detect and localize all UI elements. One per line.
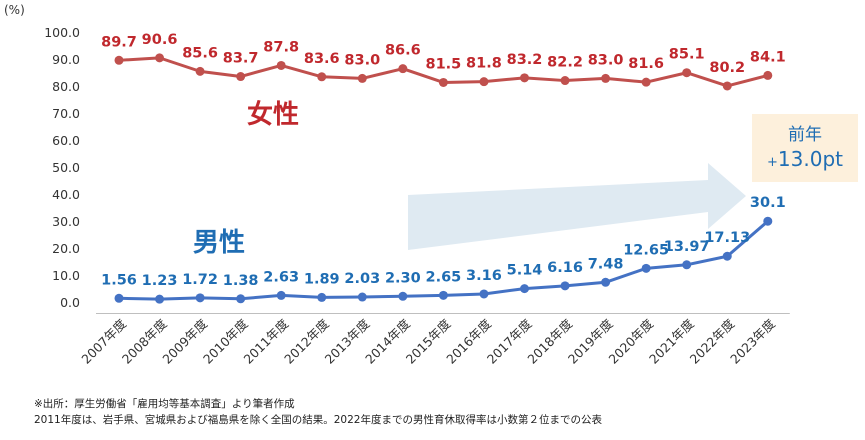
men-data-point bbox=[601, 277, 611, 287]
women-data-label: 81.8 bbox=[466, 56, 502, 72]
y-tick-label: 30.0 bbox=[52, 214, 80, 229]
men-data-label: 17.13 bbox=[704, 230, 750, 246]
women-data-point bbox=[601, 73, 611, 83]
women-data-point bbox=[520, 73, 529, 83]
women-data-label: 83.2 bbox=[507, 52, 543, 68]
callout-value: +13.0pt bbox=[752, 147, 858, 171]
y-tick-label: 20.0 bbox=[52, 241, 80, 256]
men-data-point bbox=[682, 260, 692, 270]
women-data-point bbox=[276, 60, 286, 70]
men-data-point bbox=[722, 251, 732, 261]
women-data-label: 83.6 bbox=[304, 51, 340, 67]
y-tick-label: 40.0 bbox=[52, 187, 80, 202]
women-data-point bbox=[155, 53, 165, 63]
men-data-point bbox=[560, 281, 570, 291]
women-data-label: 85.1 bbox=[669, 47, 705, 63]
women-data-point bbox=[641, 77, 651, 87]
men-data-label: 1.23 bbox=[142, 273, 178, 289]
men-data-point bbox=[641, 263, 651, 273]
men-data-label: 1.56 bbox=[101, 272, 137, 288]
women-data-label: 83.7 bbox=[223, 51, 259, 67]
women-data-point bbox=[357, 73, 367, 83]
change-callout: 前年 +13.0pt bbox=[752, 114, 858, 182]
women-data-label: 90.6 bbox=[142, 32, 178, 48]
women-data-point bbox=[479, 77, 489, 87]
callout-title: 前年 bbox=[788, 125, 822, 145]
women-data-point bbox=[438, 77, 448, 87]
men-data-label: 2.30 bbox=[385, 270, 421, 286]
women-data-point bbox=[560, 76, 570, 86]
men-data-label: 12.65 bbox=[623, 242, 669, 258]
y-tick-label: 90.0 bbox=[52, 52, 80, 67]
men-data-point bbox=[236, 294, 246, 304]
x-tick-label: 2023年度 bbox=[727, 316, 778, 367]
men-data-point bbox=[398, 291, 408, 301]
men-data-point bbox=[317, 292, 327, 302]
y-tick-label: 100.0 bbox=[44, 25, 80, 40]
women-data-label: 83.0 bbox=[588, 52, 624, 68]
women-data-point bbox=[722, 81, 732, 91]
men-data-point bbox=[114, 293, 124, 303]
men-data-point bbox=[438, 290, 448, 300]
men-data-label: 2.65 bbox=[426, 269, 462, 285]
men-data-label: 3.16 bbox=[466, 268, 502, 284]
women-data-point bbox=[763, 70, 773, 80]
women-data-point bbox=[236, 72, 246, 82]
women-data-label: 87.8 bbox=[263, 39, 299, 55]
women-data-point bbox=[398, 64, 408, 74]
women-data-label: 83.0 bbox=[344, 52, 380, 68]
women-data-point bbox=[682, 68, 692, 78]
trend-arrow bbox=[408, 163, 746, 250]
men-data-label: 1.72 bbox=[182, 272, 218, 288]
women-data-label: 84.1 bbox=[750, 49, 786, 65]
men-data-point bbox=[357, 292, 367, 302]
men-data-label: 7.48 bbox=[588, 256, 624, 272]
men-data-point bbox=[763, 216, 773, 226]
women-data-label: 85.6 bbox=[182, 45, 218, 61]
women-data-label: 82.2 bbox=[547, 55, 583, 71]
y-tick-label: 10.0 bbox=[52, 268, 80, 283]
series-label-women: 女性 bbox=[247, 100, 300, 130]
callout-number: 13.0pt bbox=[777, 147, 843, 171]
trend-arrow-shape bbox=[408, 163, 746, 250]
men-data-label: 1.38 bbox=[223, 273, 259, 289]
men-data-point bbox=[520, 284, 529, 294]
men-data-label: 2.63 bbox=[263, 269, 299, 285]
y-tick-label: 60.0 bbox=[52, 133, 80, 148]
women-data-label: 81.5 bbox=[426, 56, 462, 72]
women-data-point bbox=[317, 72, 327, 82]
men-data-point bbox=[195, 293, 205, 303]
women-data-label: 89.7 bbox=[101, 34, 137, 50]
men-data-label: 6.16 bbox=[547, 260, 583, 276]
y-tick-label: 50.0 bbox=[52, 160, 80, 175]
callout-plus-sign: + bbox=[767, 155, 778, 170]
series-lines bbox=[114, 53, 773, 304]
y-tick-label: 80.0 bbox=[52, 79, 80, 94]
source-note: ※出所：厚生労働省「雇用均等基本調査」より筆者作成 bbox=[34, 398, 295, 410]
men-data-label: 30.1 bbox=[750, 195, 786, 211]
men-data-point bbox=[276, 290, 286, 300]
women-data-label: 81.6 bbox=[628, 56, 664, 72]
women-data-label: 80.2 bbox=[709, 60, 745, 76]
data-labels: 89.7 90.685.6 83.787.883.6 83.086.681.5 81.8… bbox=[101, 32, 786, 289]
women-data-point bbox=[114, 55, 124, 65]
men-data-point bbox=[479, 289, 489, 299]
women-data-point bbox=[195, 66, 205, 76]
y-tick-label: 70.0 bbox=[52, 106, 80, 121]
series-label-men: 男性 bbox=[193, 228, 246, 258]
y-axis-unit-label: (%) bbox=[4, 3, 25, 17]
men-data-label: 1.89 bbox=[304, 271, 340, 287]
men-data-label: 13.97 bbox=[664, 239, 710, 255]
men-data-label: 5.14 bbox=[507, 263, 543, 279]
footnote: 2011年度は、岩手県、宮城県および福島県を除く全国の結果。2022年度までの男… bbox=[34, 414, 602, 426]
men-data-label: 2.03 bbox=[344, 271, 380, 287]
men-data-point bbox=[155, 294, 165, 304]
women-data-label: 86.6 bbox=[385, 43, 421, 59]
y-tick-label: 0.0 bbox=[60, 295, 80, 310]
